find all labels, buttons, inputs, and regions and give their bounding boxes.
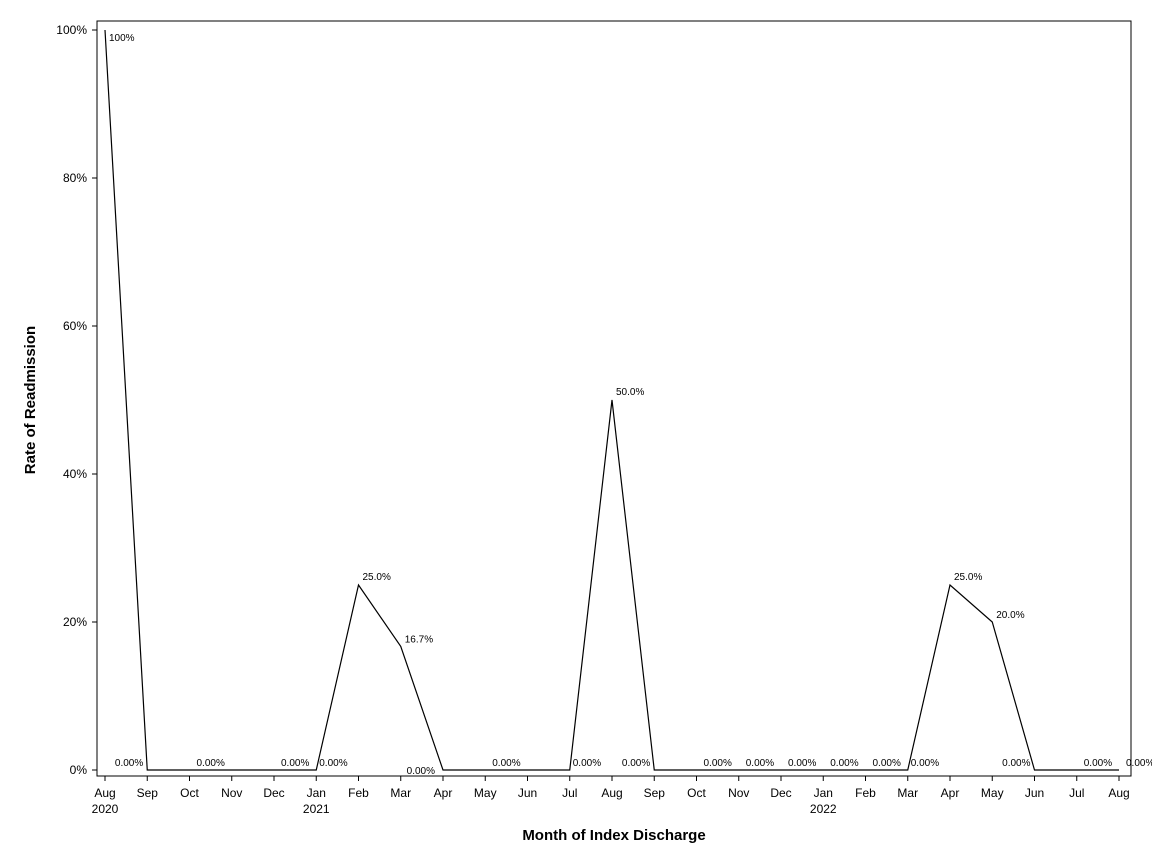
data-label: 25.0% <box>363 572 391 583</box>
x-tick-label: Apr <box>434 786 453 800</box>
data-label: 0.00% <box>281 758 309 769</box>
x-tick-label: Mar <box>897 786 918 800</box>
x-tick-label: Aug <box>601 786 622 800</box>
y-tick-label: 0% <box>70 763 88 777</box>
x-tick-label: Feb <box>855 786 876 800</box>
series-layer <box>104 29 1119 771</box>
data-label: 0.00% <box>573 758 601 769</box>
y-tick-label: 80% <box>63 171 87 185</box>
data-label: 0.00% <box>830 758 858 769</box>
x-tick-label: Jul <box>1069 786 1084 800</box>
x-axis-title: Month of Index Discharge <box>522 827 705 844</box>
data-label: 0.00% <box>407 766 435 777</box>
data-label: 0.00% <box>704 758 732 769</box>
data-labels-layer: 100% 0.00% 0.00% 0.00% 0.00% 25.0% 16.7% 0.00% 0… <box>109 33 1152 777</box>
x-tick-label: May <box>981 786 1004 800</box>
x-year-label: 2020 <box>92 802 119 816</box>
data-label: 25.0% <box>954 572 982 583</box>
x-tick-label: May <box>474 786 497 800</box>
data-label: 0.00% <box>115 758 143 769</box>
x-tick-label: Nov <box>728 786 749 800</box>
x-tick-label: Jan <box>307 786 326 800</box>
x-year-label: 2021 <box>303 802 330 816</box>
x-tick-label: Apr <box>941 786 960 800</box>
data-label: 100% <box>109 33 135 44</box>
x-tick-label: Sep <box>644 786 666 800</box>
data-label: 0.00% <box>873 758 901 769</box>
series-line <box>104 29 1119 771</box>
y-tick-label: 60% <box>63 319 87 333</box>
y-tick-label: 100% <box>56 23 87 37</box>
data-label: 0.00% <box>197 758 225 769</box>
x-tick-label: Jun <box>518 786 537 800</box>
x-year-label: 2022 <box>810 802 837 816</box>
data-label: 0.00% <box>788 758 816 769</box>
data-label: 0.00% <box>1126 758 1152 769</box>
x-tick-label: Oct <box>180 786 199 800</box>
x-tick-label: Aug <box>1108 786 1129 800</box>
x-tick-label: Jul <box>562 786 577 800</box>
x-tick-label: Mar <box>390 786 411 800</box>
x-tick-label: Aug <box>94 786 115 800</box>
data-label: 16.7% <box>405 634 433 645</box>
plot-frame <box>96 20 1132 777</box>
y-tick-label: 20% <box>63 615 87 629</box>
x-axis: Aug Sep Oct Nov Dec Jan Feb Mar Apr May Jun Jul Aug S… <box>92 776 1130 816</box>
data-label: 0.00% <box>622 758 650 769</box>
y-axis-title: Rate of Readmission <box>22 326 39 474</box>
y-axis: 0% 20% 40% 60% 80% 100% <box>56 23 97 777</box>
data-label: 20.0% <box>996 610 1024 621</box>
data-label: 0.00% <box>319 758 347 769</box>
x-tick-label: Sep <box>137 786 159 800</box>
x-tick-label: Feb <box>348 786 369 800</box>
data-label: 0.00% <box>492 758 520 769</box>
y-tick-label: 40% <box>63 467 87 481</box>
x-tick-label: Oct <box>687 786 706 800</box>
data-label: 50.0% <box>616 387 644 398</box>
x-tick-label: Dec <box>263 786 284 800</box>
x-tick-label: Jan <box>814 786 833 800</box>
x-tick-label: Dec <box>770 786 791 800</box>
data-label: 0.00% <box>1002 758 1030 769</box>
data-label: 0.00% <box>911 758 939 769</box>
x-tick-label: Nov <box>221 786 242 800</box>
data-label: 0.00% <box>1084 758 1112 769</box>
data-label: 0.00% <box>746 758 774 769</box>
x-tick-label: Jun <box>1025 786 1044 800</box>
